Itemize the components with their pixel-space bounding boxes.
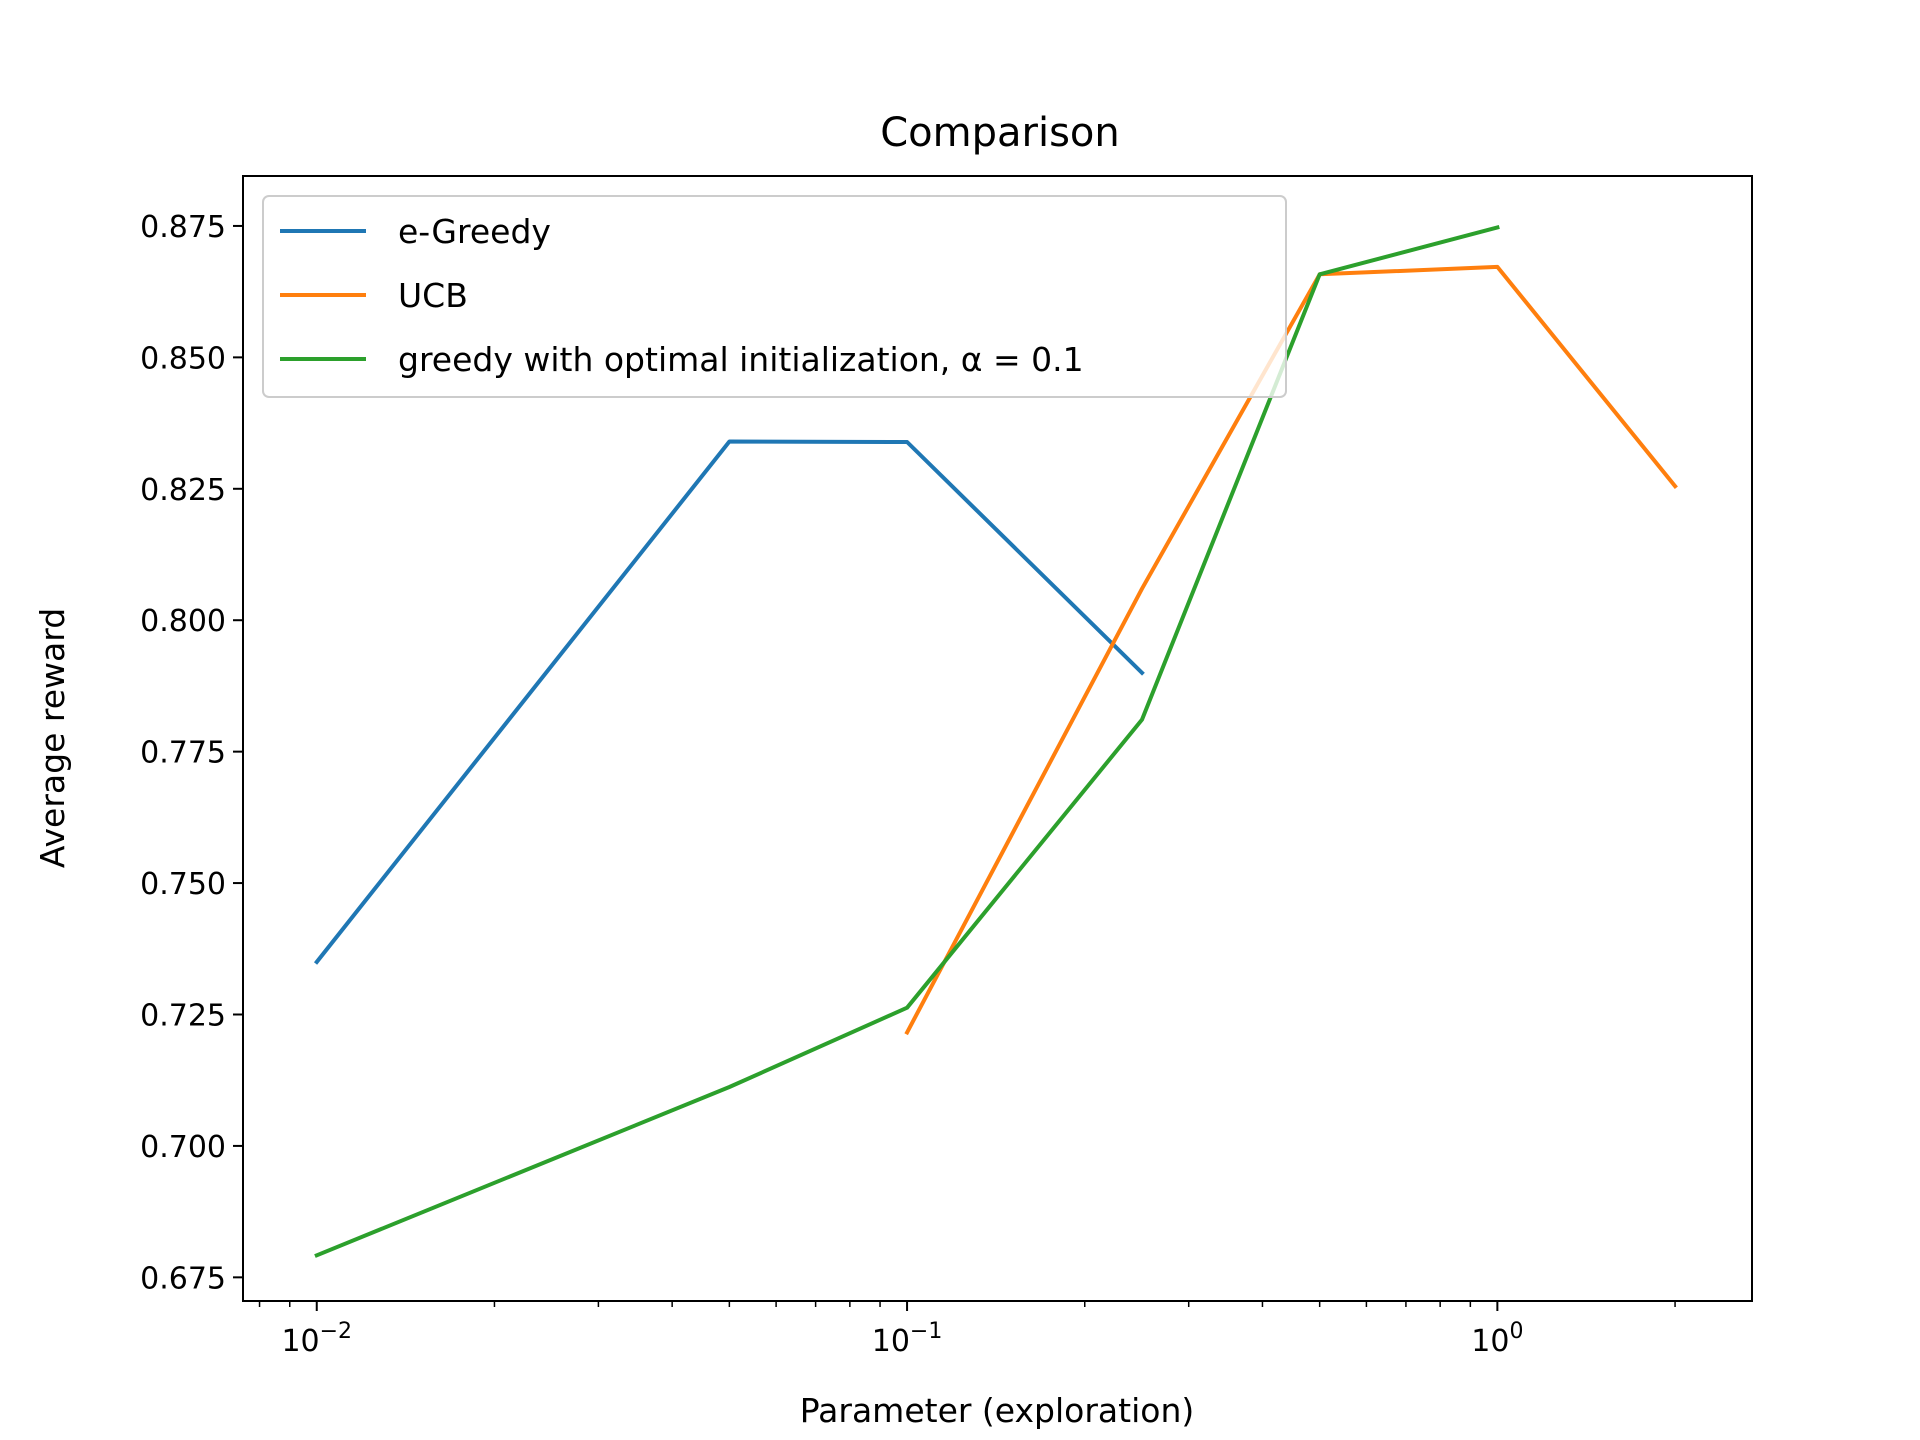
- plot-area: [313, 225, 1678, 1258]
- legend-label: greedy with optimal initialization, α = …: [398, 340, 1084, 379]
- y-axis-title: Average reward: [33, 608, 72, 868]
- y-tick-label: 0.875: [140, 210, 226, 245]
- x-tick-label: 10−2: [281, 1319, 352, 1359]
- y-tick-label: 0.800: [140, 604, 226, 639]
- legend: e-Greedy UCB greedy with optimal initializ…: [262, 195, 1287, 398]
- y-tick-label: 0.700: [140, 1130, 226, 1165]
- x-tick-label: 10−1: [872, 1319, 943, 1359]
- x-axis-title: Parameter (exploration): [800, 1391, 1195, 1430]
- y-tick-label: 0.825: [140, 473, 226, 508]
- legend-label: UCB: [398, 276, 468, 315]
- legend-box: [262, 195, 1287, 398]
- y-tick-label: 0.775: [140, 736, 226, 771]
- y-tick-label: 0.725: [140, 998, 226, 1033]
- y-tick-label: 0.675: [140, 1261, 226, 1296]
- y-tick-label: 0.850: [140, 341, 226, 376]
- axes-frame: [242, 175, 1753, 1302]
- x-tick-label: 100: [1471, 1319, 1523, 1359]
- series-line-0: [313, 439, 1145, 965]
- x-axis: 10−2 10−1 100: [258, 1301, 1676, 1359]
- y-axis: 0.675 0.700 0.725 0.750 0.775 0.800 0.825 0.850…: [140, 210, 243, 1296]
- legend-label: e-Greedy: [398, 212, 551, 251]
- chart-title: Comparison: [880, 110, 1120, 156]
- y-tick-label: 0.750: [140, 867, 226, 902]
- series-line-2: [314, 225, 1500, 1258]
